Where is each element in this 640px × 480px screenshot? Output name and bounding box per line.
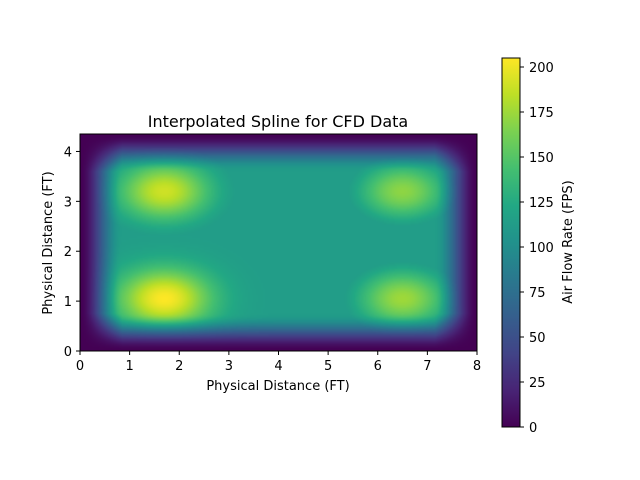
colorbar-label: Air Flow Rate (FPS): [561, 180, 576, 303]
colorbar-ticks: 0 25 50 75 100 125 150 175 200: [520, 61, 554, 436]
x-tick-label: 5: [324, 359, 332, 374]
chart-title: Interpolated Spline for CFD Data: [148, 112, 408, 131]
x-tick-label: 4: [274, 359, 282, 374]
x-tick-label: 1: [125, 359, 133, 374]
colorbar-gradient: [501, 57, 521, 428]
colorbar-tick-label: 150: [529, 151, 554, 166]
x-tick-label: 3: [225, 359, 233, 374]
x-tick-label: 8: [473, 359, 481, 374]
x-tick-label: 6: [374, 359, 382, 374]
y-axis-label: Physical Distance (FT): [41, 171, 56, 314]
colorbar-tick-label: 100: [529, 241, 554, 256]
y-tick-label: 4: [64, 145, 72, 160]
colorbar-tick-label: 0: [529, 421, 537, 436]
y-axis-ticks: 0 1 2 3 4: [64, 145, 80, 360]
colorbar-tick-label: 25: [529, 376, 546, 391]
colorbar-tick-label: 200: [529, 61, 554, 76]
x-tick-label: 7: [423, 359, 431, 374]
colorbar-tick-label: 75: [529, 286, 546, 301]
colorbar-tick-label: 125: [529, 196, 554, 211]
y-tick-label: 1: [64, 295, 72, 310]
x-tick-label: 0: [76, 359, 84, 374]
y-tick-label: 0: [64, 345, 72, 360]
colorbar-tick-label: 50: [529, 331, 546, 346]
heatmap-image: [80, 134, 477, 351]
colorbar: 0 25 50 75 100 125 150 175 200 Air Flow Rate (FP…: [501, 57, 576, 436]
x-axis-label: Physical Distance (FT): [206, 379, 349, 394]
x-tick-label: 2: [175, 359, 183, 374]
x-axis-ticks: 0 1 2 3 4 5 6 7 8: [76, 351, 481, 374]
colorbar-tick-label: 175: [529, 106, 554, 121]
y-tick-label: 3: [64, 195, 72, 210]
heatmap-plot-area: [79, 133, 478, 352]
y-tick-label: 2: [64, 245, 72, 260]
